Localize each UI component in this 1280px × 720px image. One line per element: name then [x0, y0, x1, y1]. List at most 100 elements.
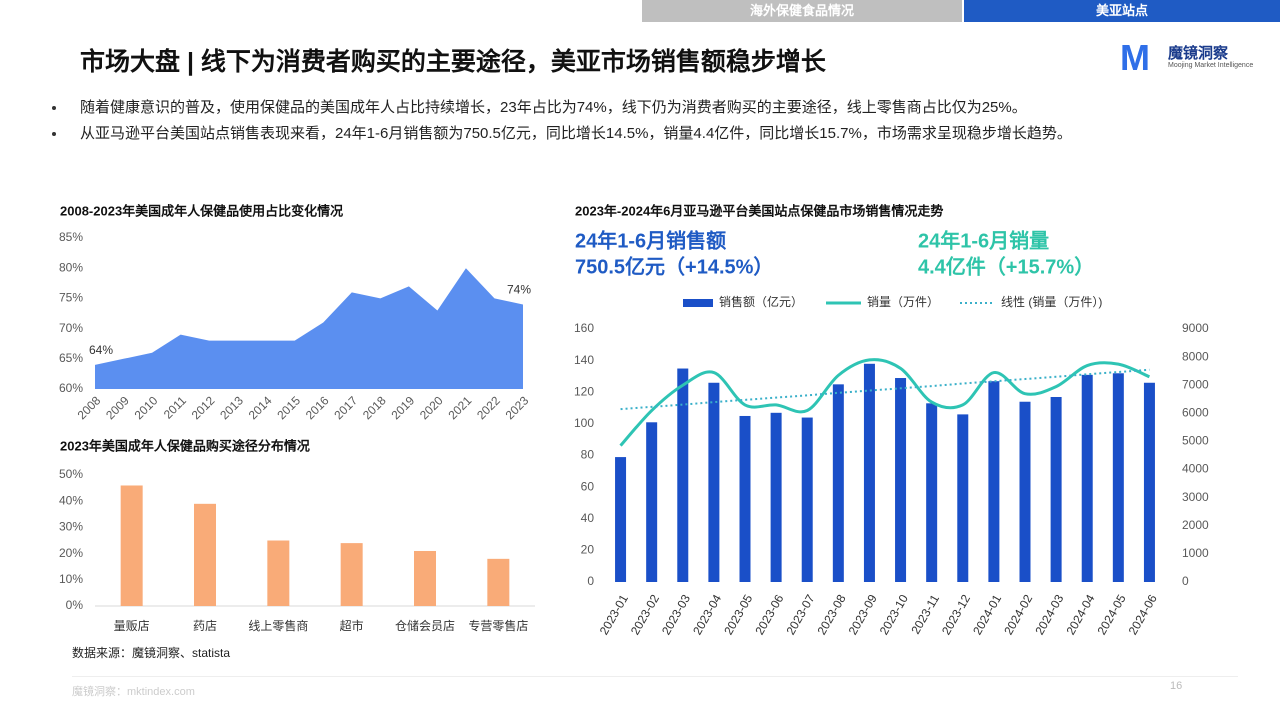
y-tick-label: 20% [59, 546, 83, 560]
bar [677, 368, 689, 582]
y-tick-label: 4000 [1182, 462, 1209, 476]
kpi-value: 4.4亿件（+15.7%） [918, 254, 1094, 278]
line [620, 368, 1150, 411]
logo-sub: Moojing Market Intelligence [1168, 62, 1254, 69]
slide-title: 市场大盘 | 线下为消费者购买的主要途径，美亚市场销售额稳步增长 [80, 48, 826, 76]
y-tick-label: 20 [581, 543, 595, 557]
nav-tab[interactable]: 海外保健食品情况 [642, 0, 962, 22]
x-tick-label: 2015 [274, 393, 303, 422]
bar [988, 381, 1000, 582]
x-tick-label: 2023 [503, 393, 532, 422]
y-tick-label: 50% [59, 467, 83, 481]
area [95, 268, 523, 389]
y-tick-label: 1000 [1182, 546, 1209, 560]
bar [1081, 374, 1093, 582]
y-tick-label: 0 [1182, 574, 1189, 588]
x-tick-label: 2024-01 [970, 592, 1004, 637]
bar [1112, 373, 1124, 582]
x-tick-label: 专营零售店 [468, 618, 528, 633]
bar [801, 417, 813, 582]
chart-title: 2023年-2024年6月亚马逊平台美国站点保健品市场销售情况走势 [575, 203, 943, 218]
y-tick-label: 80% [59, 260, 83, 274]
y-tick-label: 40 [581, 511, 595, 525]
bullet: 随着健康意识的普及，使用保健品的美国成年人占比持续增长，23年占比为74%，线下… [52, 95, 1230, 121]
y-tick-label: 85% [59, 230, 83, 244]
x-tick-label: 2010 [132, 393, 161, 422]
kpi-value: 750.5亿元（+14.5%） [575, 254, 773, 278]
x-tick-label: 2023-08 [815, 592, 849, 637]
y-tick-label: 100 [574, 416, 594, 430]
y-tick-label: 30% [59, 520, 83, 534]
bar [957, 414, 969, 582]
legend-swatch [683, 299, 713, 307]
data-label: 74% [507, 283, 531, 297]
page-number: 16 [1170, 680, 1183, 692]
y-tick-label: 0% [66, 598, 84, 612]
bar [414, 550, 436, 606]
x-tick-label: 量贩店 [114, 619, 150, 633]
x-tick-label: 2023-09 [846, 592, 880, 637]
bar [487, 558, 510, 606]
x-tick-label: 2008 [75, 393, 104, 422]
chart-title: 2008-2023年美国成年人保健品使用占比变化情况 [60, 203, 343, 218]
y-tick-label: 60% [59, 381, 83, 395]
x-tick-label: 线上零售商 [248, 618, 308, 633]
legend-label: 线性 (销量（万件）) [1001, 295, 1102, 309]
y-tick-label: 40% [59, 493, 83, 507]
footer: 魔镜洞察：mktindex.com [72, 686, 195, 698]
y-tick-label: 3000 [1182, 490, 1209, 504]
x-tick-label: 2024-02 [1001, 592, 1035, 637]
x-tick-label: 2023-07 [783, 592, 817, 637]
nav-tab[interactable]: 美亚站点 [964, 0, 1280, 22]
y-tick-label: 60 [581, 479, 595, 493]
y-tick-label: 65% [59, 351, 83, 365]
x-tick-label: 2023-05 [721, 592, 755, 637]
bar [895, 378, 907, 582]
y-tick-label: 8000 [1182, 349, 1209, 363]
x-tick-label: 2023-01 [597, 592, 631, 637]
bar [1019, 401, 1031, 582]
bar [1050, 396, 1062, 582]
y-tick-label: 7000 [1182, 377, 1209, 391]
logo-name: 魔镜洞察 [1168, 45, 1229, 62]
x-tick-label: 2019 [388, 393, 417, 422]
y-tick-label: 5000 [1182, 434, 1209, 448]
bar [340, 543, 363, 606]
source: 数据来源：魔镜洞察、statista [72, 646, 231, 660]
x-tick-label: 2024-06 [1126, 592, 1160, 637]
bar [832, 384, 844, 582]
x-tick-label: 药店 [193, 619, 217, 633]
kpi-label: 24年1-6月销量 [918, 228, 1049, 252]
x-tick-label: 2023-02 [628, 592, 662, 637]
footer-rule [72, 676, 1238, 677]
bar [926, 403, 938, 582]
line [619, 358, 1151, 447]
legend-label: 销量（万件） [867, 295, 939, 309]
bar [708, 382, 720, 582]
x-tick-label: 2020 [417, 393, 446, 422]
bar [770, 412, 782, 582]
x-tick-label: 2022 [474, 393, 503, 422]
kpi-label: 24年1-6月销售额 [575, 228, 726, 252]
x-tick-label: 2017 [331, 393, 360, 422]
y-tick-label: 75% [59, 291, 83, 305]
x-tick-label: 超市 [340, 618, 364, 633]
x-tick-label: 2023-04 [690, 592, 724, 637]
y-tick-label: 9000 [1182, 321, 1209, 335]
x-tick-label: 2021 [446, 393, 475, 422]
data-label: 64% [89, 343, 113, 357]
y-tick-label: 0 [587, 574, 594, 588]
y-tick-label: 10% [59, 572, 83, 586]
logo-icon: M [1120, 37, 1150, 78]
x-tick-label: 2023-03 [659, 592, 693, 637]
x-tick-label: 2024-05 [1095, 592, 1129, 637]
x-tick-label: 2014 [246, 393, 275, 422]
x-tick-label: 2011 [161, 393, 189, 421]
x-tick-label: 2023-11 [908, 592, 942, 637]
bar [120, 485, 143, 606]
x-tick-label: 2024-04 [1063, 592, 1097, 637]
bar [739, 415, 751, 582]
bar [1143, 382, 1155, 582]
